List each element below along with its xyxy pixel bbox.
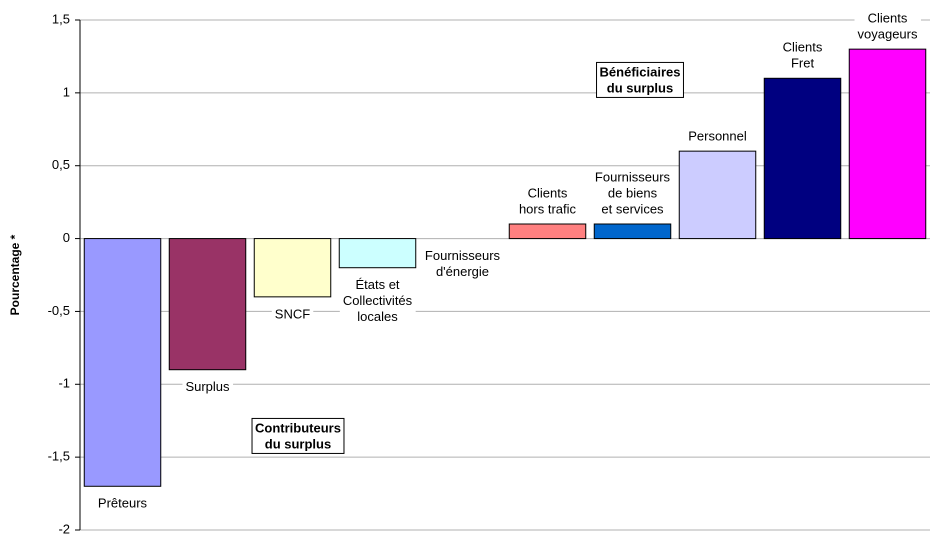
label-background: [591, 167, 674, 219]
y-tick-label: 0,5: [52, 157, 70, 172]
label-background: [854, 8, 921, 44]
category-label: États et: [355, 277, 399, 292]
category-label: SNCF: [275, 306, 310, 321]
label-group: Surplus: [182, 377, 234, 397]
category-label: et services: [601, 201, 664, 216]
label-group: Prêteurs: [94, 493, 151, 513]
category-label: Personnel: [688, 129, 747, 144]
label-background: [94, 493, 151, 513]
annotation: Contributeurs: [255, 420, 341, 435]
label-background: [685, 126, 750, 146]
bar: [338, 238, 417, 269]
y-tick-label: -1: [58, 376, 70, 391]
bar: [848, 48, 927, 240]
label-background: [271, 304, 314, 324]
category-label: Collectivités: [343, 293, 413, 308]
label-group: SNCF: [271, 304, 314, 324]
category-label: locales: [357, 309, 398, 324]
category-label: voyageurs: [858, 27, 918, 42]
category-label: Surplus: [185, 379, 230, 394]
y-tick-label: 1: [63, 84, 70, 99]
category-label: Prêteurs: [98, 496, 148, 511]
label-background: [182, 377, 234, 397]
bar: [168, 238, 247, 371]
category-label: de biens: [608, 185, 658, 200]
label-background: [779, 37, 826, 73]
category-label: Fournisseurs: [425, 248, 501, 263]
label-background: [339, 275, 416, 327]
y-tick-label: -0,5: [48, 303, 70, 318]
category-label: Clients: [783, 40, 823, 55]
category-label: Fournisseurs: [595, 169, 671, 184]
y-tick-label: 1,5: [52, 11, 70, 26]
y-tick-label: -2: [58, 521, 70, 535]
bar: [508, 223, 587, 240]
annotation: du surplus: [265, 436, 331, 451]
category-label: hors trafic: [519, 201, 577, 216]
bar: [253, 238, 332, 298]
annotation-box: [251, 417, 345, 454]
label-group: Personnel: [685, 126, 750, 146]
bar: [593, 223, 672, 240]
y-axis-label: Pourcentage *: [8, 234, 22, 315]
label-background: [515, 183, 580, 219]
annotation: du surplus: [607, 80, 673, 95]
y-tick-label: -1,5: [48, 449, 70, 464]
category-label: d'énergie: [436, 264, 489, 279]
bar: [763, 77, 842, 240]
category-label: Fret: [791, 56, 815, 71]
category-label: Clients: [528, 185, 568, 200]
annotation-box: [596, 61, 684, 98]
y-tick-label: 0: [63, 230, 70, 245]
category-label: Clients: [868, 11, 908, 26]
label-background: [421, 246, 504, 282]
annotation: Bénéficiaires: [600, 64, 681, 79]
bar: [83, 238, 162, 487]
bar: [678, 150, 757, 240]
